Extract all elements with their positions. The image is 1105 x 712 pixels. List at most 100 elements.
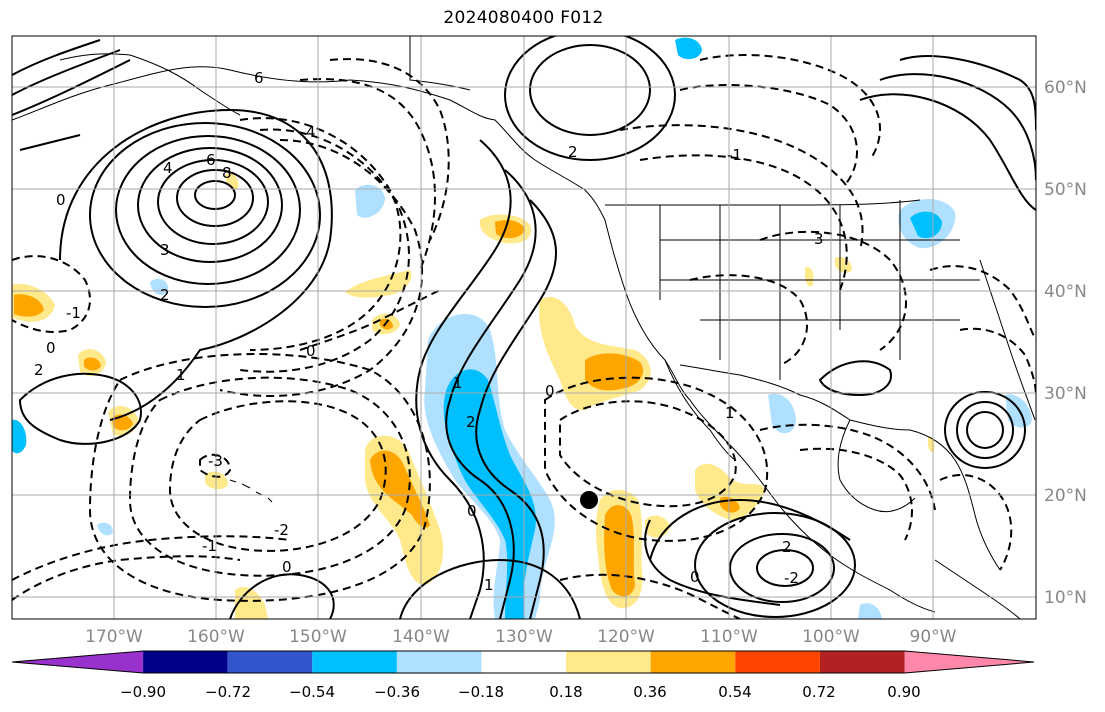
contour-neg-pac-1 [559,573,741,619]
contour-top-right-2 [859,93,1036,211]
contour-neg-3-small [199,453,232,478]
contour-east-2 [956,401,1014,459]
lon-label: 170°W [85,627,143,647]
positive-anomaly-small-a-core [380,318,393,330]
canada-border-vertical [409,36,471,91]
colorbar-cell [904,651,1034,673]
contour-label: 2 [160,286,170,304]
baja-peninsula [664,359,736,461]
positive-anomaly-small-g [804,267,814,287]
contour-label: 0 [282,558,292,576]
colorbar-tick-label: 0.90 [887,683,920,701]
contour-neg-sw-2 [12,535,291,581]
contour-neg-gulf-alaska-1 [239,117,402,351]
contour-label: 6 [254,69,264,87]
hawaii-islands [229,479,273,503]
contour-neg-south-2 [544,376,769,542]
contour-label: 1 [725,404,735,422]
contour-label: 6 [206,151,216,169]
contour-label: -1 [202,537,217,555]
contour-label: 3 [814,230,824,248]
graticule [12,36,1036,619]
contour-top-right-6 [899,55,1036,131]
contour-label: 0 [56,191,66,209]
contour-neg-conus-2 [639,154,848,291]
colorbar-tick-label: 0.72 [802,683,835,701]
contour-label: 3 [160,241,170,259]
contour-label: -3 [208,452,223,470]
negative-anomaly-small-2 [97,522,113,536]
positive-anomaly-south-core [604,505,635,597]
contour-ne-2 [529,44,651,136]
colorbar-cell [566,651,651,673]
contour-label: 1 [453,374,463,392]
longitude-labels: 170°W 160°W 150°W 140°W 130°W 120°W 110°… [85,627,957,647]
colorbar-cell [227,651,313,673]
lon-label: 100°W [802,627,860,647]
lon-label: 90°W [910,627,957,647]
contour-trough-2 [445,169,537,619]
lon-label: 160°W [187,627,245,647]
contour-trough-1 [475,199,557,619]
contour-neg-conus-3 [759,230,907,351]
negative-anomaly-top [675,37,702,60]
negative-anomaly-west [12,419,27,454]
contour-east-3 [966,411,1004,449]
positive-anomaly-baja-core [585,353,644,391]
contour-nw-lines [12,39,131,116]
negative-anomaly-small-3 [858,603,882,619]
contour-neg-right-2 [959,327,1036,396]
lon-label: 150°W [289,627,347,647]
colorbar-cell [650,651,736,673]
contour-neg-sub-3 [88,353,431,602]
contour-label: -2 [274,521,289,539]
contour-storm-1 [729,533,835,603]
east-coast [979,259,1036,421]
contour-label: 2 [466,413,476,431]
contour-label: 8 [222,164,232,182]
colorbar-tick-label: 0.36 [633,683,666,701]
lat-label: 60°N [1044,78,1087,98]
contour-label: -2 [784,569,799,587]
contour-mex-1 [649,498,851,561]
contour-top-left-1 [19,134,81,151]
colorbar-tick-label: −0.18 [458,683,504,701]
colorbar-tick-label: −0.36 [374,683,420,701]
lat-label: 50°N [1044,180,1087,200]
contour-label: 1 [484,576,494,594]
positive-anomaly-west-1-core [14,294,44,317]
contour-central-2 [644,519,781,606]
central-america-coast [889,559,1021,619]
contour-midwest-1 [818,360,892,397]
lat-label: 20°N [1044,486,1087,506]
colorbar-cells [11,650,1035,674]
contour-trough-3 [415,139,512,619]
contour-neg-mex-1 [759,423,936,511]
contours-positive [12,36,1036,619]
contour-neg-ne-1 [699,54,881,161]
lat-label: 10°N [1044,588,1087,608]
contour-south-2 [399,558,581,619]
colorbar-cell [481,651,567,673]
contour-label: 2 [782,538,792,556]
contour-neg-sub-1 [168,400,387,552]
colorbar-outline [11,650,1035,674]
alaska-coast [12,66,606,221]
contour-neg-gulf-alaska-3 [219,139,423,397]
contour-low-center-8 [194,180,236,210]
contour-neg-north-2 [299,78,436,271]
contour-low-center-3 [115,135,301,285]
contour-label: 2 [568,143,578,161]
contour-label: 0 [545,382,555,400]
contour-label: 0 [467,502,477,520]
contour-label: 0 [306,342,316,360]
colorbar-cell [12,651,144,673]
negative-anomaly-nw [355,184,385,218]
contour-neg-ne-2 [679,84,858,186]
us-west-coast [604,219,891,591]
lon-label: 110°W [700,627,758,647]
map-title: 2024080400 F012 [443,8,604,28]
contour-neg-north-1 [329,58,450,241]
us-mexico-border [679,364,851,421]
